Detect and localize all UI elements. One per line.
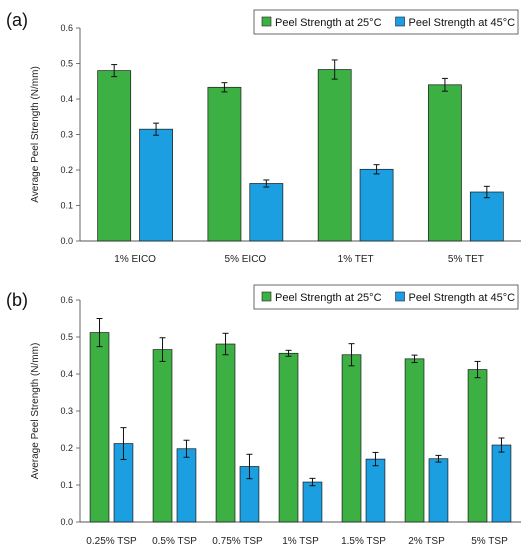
category-label: 5% EICO [225,254,267,265]
y-tick-label: 0.6 [60,295,73,305]
y-tick-label: 0.0 [60,236,73,246]
y-tick-label: 0.4 [60,94,73,104]
bar-25c [207,86,242,242]
y-tick-label: 0.2 [60,443,73,453]
legend-swatch [395,291,405,302]
legend-label: Peel Strength at 45°C [409,292,516,304]
legend-box [253,284,519,310]
category-label: 1% TET [338,254,374,265]
bar-25c [467,369,488,523]
legend-label: Peel Strength at 25°C [275,17,382,29]
bar-45c [428,458,449,523]
bar-25c [278,352,299,523]
bar-45c [469,191,504,242]
bar-45c [365,458,386,523]
y-tick-label: 0.3 [60,406,73,416]
category-label: 2% TSP [408,536,445,547]
y-axis-title: Average Peel Strength (N/mm) [30,343,41,480]
y-tick-label: 0.5 [60,59,73,69]
bar-25c [428,84,462,242]
bar-45c [491,444,512,523]
category-label: 5% TSP [471,536,508,547]
y-tick-label: 0.1 [60,480,73,490]
bar-25c [97,70,132,242]
category-label: 1% EICO [114,254,156,265]
category-label: 0.5% TSP [152,536,197,547]
bar-25c [215,343,236,523]
legend-label: Peel Strength at 25°C [275,292,382,304]
y-tick-label: 0.1 [60,201,73,211]
panel-label: (b) [6,290,28,310]
y-tick-label: 0.6 [60,23,73,33]
bar-25c [89,332,110,523]
legend-swatch [261,16,272,27]
bar-25c [341,354,362,523]
category-label: 5% TET [448,254,484,265]
y-tick-label: 0.0 [60,517,73,527]
legend-swatch [261,291,272,302]
legend: Peel Strength at 25°C Peel Strength at 45… [253,284,519,310]
panel-label: (a) [6,10,28,30]
bar-45c [302,481,323,523]
bar-45c [176,448,197,523]
chart-panel-b: (b) 0.0 0.1 0.2 0.3 0.4 0.5 0.6 Average Peel Str… [6,284,521,547]
bar-45c [359,168,394,242]
bar-25c [404,358,425,523]
legend-swatch [395,16,405,27]
y-tick-label: 0.5 [60,332,73,342]
category-label: 0.75% TSP [212,536,263,547]
y-tick-label: 0.4 [60,369,73,379]
legend-label: Peel Strength at 45°C [409,17,516,29]
bar-25c [152,349,173,523]
y-axis-title: Average Peel Strength (N/mm) [30,66,41,203]
category-label: 1% TSP [282,536,319,547]
y-tick-label: 0.3 [60,130,73,140]
legend: Peel Strength at 25°C Peel Strength at 45… [253,9,519,35]
category-label: 0.25% TSP [86,536,137,547]
bar-25c [317,69,352,242]
bar-45c [139,128,173,242]
chart-panel-a: (a) 0.0 0.1 0.2 0.3 0.4 0.5 0.6 Average Peel Str… [6,9,521,265]
bar-45c [249,183,284,242]
category-label: 1.5% TSP [341,536,386,547]
legend-box [253,9,519,35]
y-tick-label: 0.2 [60,165,73,175]
